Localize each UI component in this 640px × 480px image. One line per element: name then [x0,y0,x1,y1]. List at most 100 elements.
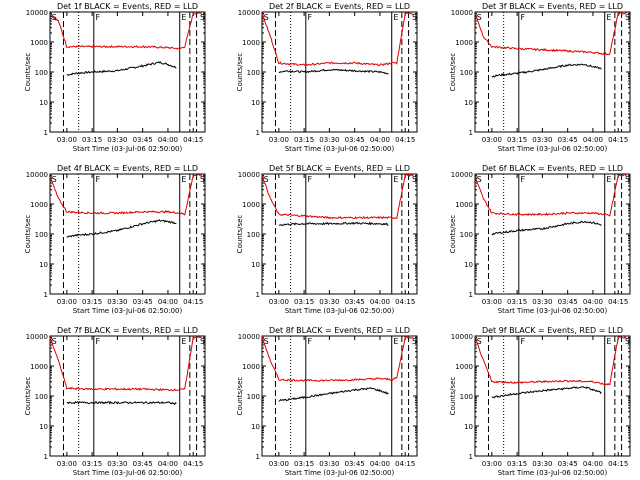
chart-1: Det 1f BLACK = Events, RED = LLD 1 10 100 10… [24,2,206,153]
interval-annotation: E [393,175,398,184]
events-series-line [491,220,602,236]
plot-frame [474,11,631,133]
y-tick-label: 1 [469,453,473,461]
lld-series-line [49,335,202,392]
interval-annotation: E [606,337,611,346]
x-tick-label: 03:45 [558,298,578,306]
x-tick-label: 03:15 [82,136,102,144]
y-tick-label: 10000 [26,9,48,17]
interval-annotation: E [393,13,398,22]
lld-series-line [474,174,627,217]
interval-annotation: S [200,13,205,22]
chart-title: Det 8f BLACK = Events, RED = LLD [269,326,410,335]
interval-annotation: S [52,175,57,184]
x-tick-label: 03:15 [294,136,314,144]
y-tick-label: 10 [464,423,473,431]
interval-annotation: F [95,13,100,22]
interval-annotation: S [625,337,630,346]
interval-annotation: F [520,337,525,346]
chart-title: Det 1f BLACK = Events, RED = LLD [57,2,198,11]
interval-annotation: E [393,337,398,346]
y-tick-label: 1 [256,291,260,299]
chart-5: Det 5f BLACK = Events, RED = LLD 1 10 100 10… [236,164,418,315]
y-axis-label: Counts/sec [236,53,244,92]
x-axis-label: Start Time (03-Jul-06 02:50:00) [498,145,608,153]
interval-annotation: S [477,13,482,22]
x-axis-label: Start Time (03-Jul-06 02:50:00) [73,145,183,153]
interval-annotation: S [412,13,417,22]
interval-annotation: F [307,337,312,346]
lld-series-line [474,335,627,386]
x-tick-label: 04:15 [395,136,415,144]
plot-frame [474,335,631,457]
chart-title: Det 5f BLACK = Events, RED = LLD [269,164,410,173]
x-tick-label: 03:30 [107,136,127,144]
lld-series-line [49,11,202,50]
x-tick-label: 03:45 [345,460,365,468]
plot-frame [49,11,206,133]
y-tick-label: 1000 [455,201,473,209]
interval-annotation: S [625,175,630,184]
y-tick-label: 100 [35,69,48,77]
interval-annotation: S [200,337,205,346]
x-axis-label: Start Time (03-Jul-06 02:50:00) [285,145,395,153]
y-tick-label: 10 [251,99,260,107]
x-tick-label: 04:00 [158,298,178,306]
interval-annotation: F [95,337,100,346]
x-tick-label: 04:15 [608,136,628,144]
y-axis-label: Counts/sec [449,215,457,254]
interval-annotation: F [307,175,312,184]
x-tick-label: 04:15 [183,460,203,468]
x-tick-label: 03:45 [133,460,153,468]
chart-2: Det 2f BLACK = Events, RED = LLD 1 10 100 10… [236,2,418,153]
events-series-line [491,386,602,399]
y-tick-label: 1000 [30,39,48,47]
plot-frame [49,173,206,295]
plot-frame [261,335,418,457]
chart-title: Det 9f BLACK = Events, RED = LLD [482,326,623,335]
x-tick-label: 03:15 [294,298,314,306]
y-tick-label: 1000 [455,363,473,371]
x-tick-label: 03:30 [319,136,339,144]
y-tick-label: 1 [44,453,48,461]
interval-annotation: E [606,175,611,184]
x-axis-label: Start Time (03-Jul-06 02:50:00) [73,307,183,315]
interval-annotation: S [264,337,269,346]
chart-9: Det 9f BLACK = Events, RED = LLD 1 10 100 10… [449,326,631,477]
y-axis-label: Counts/sec [24,53,32,92]
x-tick-label: 03:00 [482,136,502,144]
x-axis-label: Start Time (03-Jul-06 02:50:00) [498,469,608,477]
chart-4: Det 4f BLACK = Events, RED = LLD 1 10 100 10… [24,164,206,315]
events-series-line [66,400,177,406]
events-series-line [66,219,177,238]
y-tick-label: 10 [251,423,260,431]
y-axis-label: Counts/sec [449,377,457,416]
y-tick-label: 100 [247,231,260,239]
y-axis-label: Counts/sec [236,215,244,254]
x-tick-label: 03:00 [269,460,289,468]
y-tick-label: 10000 [451,9,473,17]
x-tick-label: 03:30 [107,460,127,468]
x-tick-label: 03:45 [558,460,578,468]
interval-annotation: F [307,13,312,22]
lld-series-line [261,336,414,383]
x-tick-label: 03:00 [269,298,289,306]
interval-annotation: S [477,337,482,346]
x-axis-label: Start Time (03-Jul-06 02:50:00) [285,469,395,477]
y-axis-label: Counts/sec [236,377,244,416]
y-tick-label: 1 [44,129,48,137]
y-tick-label: 1000 [30,363,48,371]
y-tick-label: 10000 [26,333,48,341]
y-tick-label: 1 [256,453,260,461]
x-axis-label: Start Time (03-Jul-06 02:50:00) [73,469,183,477]
interval-annotation: S [412,175,417,184]
y-tick-label: 10 [39,261,48,269]
x-tick-label: 03:30 [319,460,339,468]
y-tick-label: 100 [460,69,473,77]
y-tick-label: 1 [469,129,473,137]
chart-3: Det 3f BLACK = Events, RED = LLD 1 10 100 10… [449,2,631,153]
chart-title: Det 4f BLACK = Events, RED = LLD [57,164,198,173]
interval-annotation: S [52,337,57,346]
x-tick-label: 03:30 [532,460,552,468]
interval-annotation: S [200,175,205,184]
